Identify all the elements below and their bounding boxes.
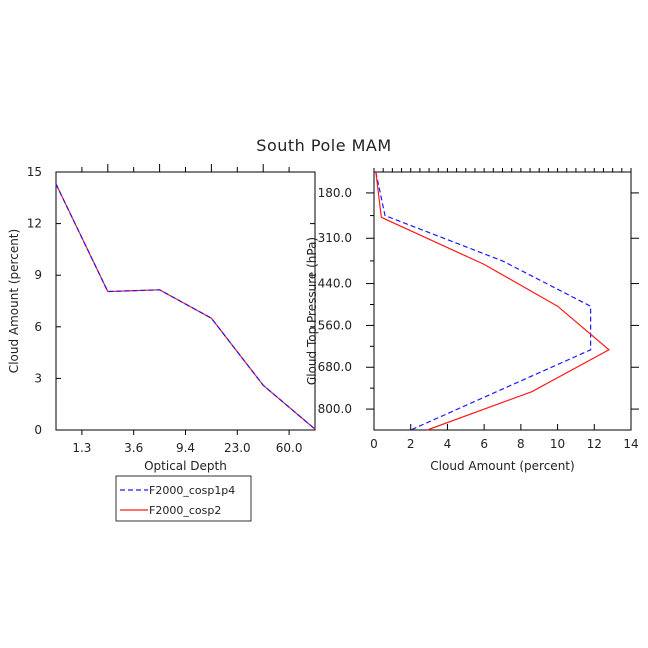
right-x-tick-label: 14	[623, 437, 638, 451]
left-y-tick-label: 0	[34, 423, 42, 437]
left-y-tick-label: 9	[34, 268, 42, 282]
right-y-tick-label: 560.0	[318, 318, 352, 332]
right-y-tick-label: 800.0	[318, 402, 352, 416]
left-x-tick-label: 60.0	[276, 441, 303, 455]
left-series-line-1	[55, 183, 316, 430]
left-plot-frame	[55, 171, 316, 431]
right-x-tick-label: 2	[407, 437, 415, 451]
right-x-tick-label: 0	[370, 437, 378, 451]
left-x-tick-label: 1.3	[72, 441, 91, 455]
right-series-line-0	[375, 171, 592, 431]
right-x-tick-label: 6	[480, 437, 488, 451]
chart-title: South Pole MAM	[256, 136, 392, 155]
left-x-tick-label: 9.4	[176, 441, 195, 455]
left-y-tick-label: 6	[34, 320, 42, 334]
right-y-axis-label: Cloud Top Pressure (hPa)	[305, 237, 319, 385]
right-y-tick-label: 310.0	[318, 231, 352, 245]
left-plot: 0 3 6 9 12 15 1.3 3.6 9.4 23.0 60.0 Optical Depth Cl…	[7, 164, 316, 473]
right-plot-frame	[373, 171, 632, 431]
left-y-tick-label: 15	[27, 165, 42, 179]
left-y-axis-label: Cloud Amount (percent)	[7, 229, 21, 373]
left-series-line-0	[55, 183, 316, 430]
left-y-tick-label: 12	[27, 217, 42, 231]
left-y-tick-label: 3	[34, 371, 42, 385]
legend-label-0: F2000_cosp1p4	[149, 484, 235, 497]
right-y-tick-label: 180.0	[318, 186, 352, 200]
left-x-axis-label: Optical Depth	[144, 459, 227, 473]
right-x-tick-label: 12	[587, 437, 602, 451]
legend-label-1: F2000_cosp2	[149, 504, 221, 517]
right-y-tick-label: 680.0	[318, 360, 352, 374]
right-series-line-1	[375, 171, 611, 431]
right-x-axis-label: Cloud Amount (percent)	[430, 459, 574, 473]
right-x-tick-label: 10	[550, 437, 565, 451]
left-x-tick-label: 3.6	[124, 441, 143, 455]
right-y-tick-label: 440.0	[318, 277, 352, 291]
legend-box	[115, 475, 252, 522]
right-plot: 0 2 4 6 8 10 12 14 180.0 310.0 440.0 560.0 680.0 800.…	[305, 168, 639, 473]
left-x-tick-label: 23.0	[224, 441, 251, 455]
right-x-tick-label: 4	[444, 437, 452, 451]
legend: F2000_cosp1p4 F2000_cosp2	[115, 475, 252, 522]
right-x-tick-label: 8	[517, 437, 525, 451]
